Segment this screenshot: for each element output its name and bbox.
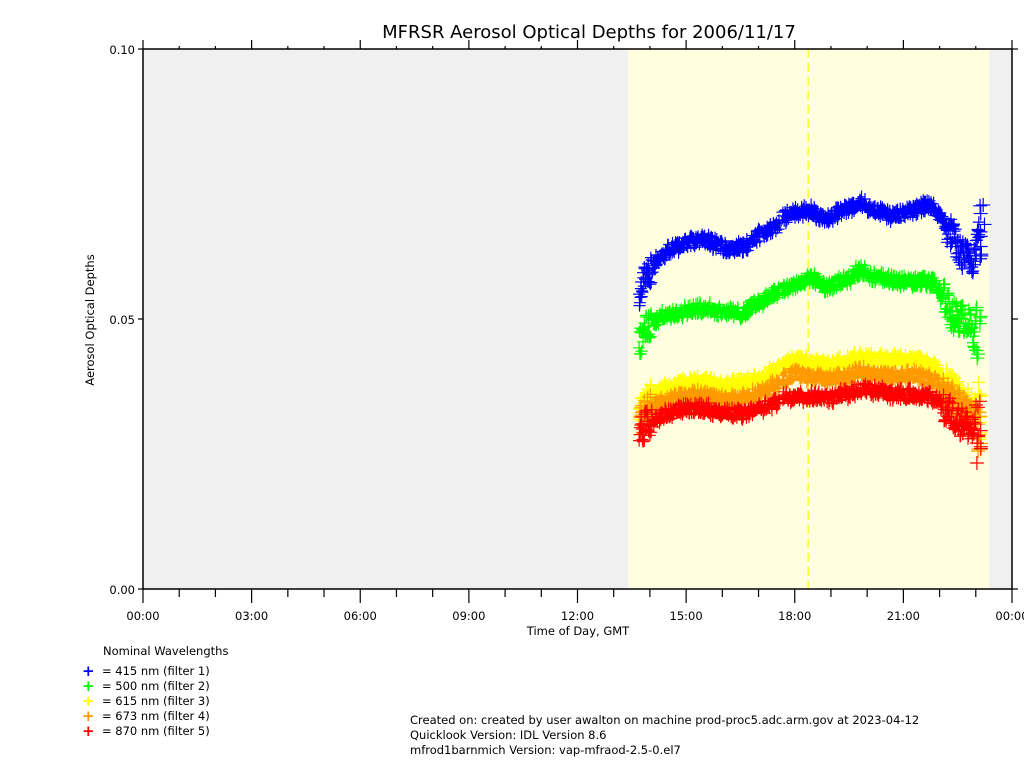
series-2-markers [633, 259, 988, 366]
series-5 [633, 377, 988, 470]
legend-item-filter-1: + = 415 nm (filter 1) [82, 664, 228, 679]
y-axis-label: Aerosol Optical Depths [83, 254, 97, 385]
x-tick-label: 09:00 [452, 609, 485, 623]
plus-marker-icon: + [82, 707, 95, 725]
legend-item-filter-5: + = 870 nm (filter 5) [82, 724, 228, 739]
series-layer [633, 190, 992, 470]
quicklook-version-text: Quicklook Version: IDL Version 8.6 [410, 728, 607, 742]
x-tick-label: 00:00 [126, 609, 159, 623]
series-1-markers [633, 190, 992, 312]
legend-item-filter-3: + = 615 nm (filter 3) [82, 694, 228, 709]
plus-marker-icon: + [82, 677, 95, 695]
series-1 [633, 190, 992, 312]
y-tick-label: 0.00 [109, 583, 135, 597]
series-5-markers [633, 377, 988, 470]
plus-marker-icon: + [82, 722, 95, 740]
created-on-text: Created on: created by user awalton on m… [410, 713, 920, 727]
y-tick-label: 0.10 [109, 43, 135, 57]
product-version-text: mfrod1barnmich Version: vap-mfraod-2.5-0… [410, 743, 681, 757]
chart-title: MFRSR Aerosol Optical Depths for 2006/11… [382, 22, 796, 43]
legend-label: = 673 nm (filter 4) [102, 709, 210, 723]
legend-label: = 415 nm (filter 1) [102, 664, 210, 678]
x-tick-label: 12:00 [561, 609, 594, 623]
y-tick-label: 0.05 [109, 313, 135, 327]
legend-item-filter-2: + = 500 nm (filter 2) [82, 679, 228, 694]
x-tick-label: 15:00 [670, 609, 703, 623]
series-2 [633, 259, 988, 366]
x-tick-label: 21:00 [887, 609, 920, 623]
footer-info: Created on: created by user awalton on m… [410, 713, 919, 758]
axes [138, 40, 1018, 603]
legend: Nominal Wavelengths + = 415 nm (filter 1)… [82, 644, 228, 739]
tick-labels: 00:00 03:00 06:00 09:00 12:00 15:00 18:00 21:00… [109, 43, 1024, 623]
legend-label: = 500 nm (filter 2) [102, 679, 210, 693]
legend-item-filter-4: + = 673 nm (filter 4) [82, 709, 228, 724]
legend-title: Nominal Wavelengths [103, 644, 229, 658]
x-tick-label: 18:00 [778, 609, 811, 623]
plus-marker-icon: + [82, 692, 95, 710]
legend-label: = 615 nm (filter 3) [102, 694, 210, 708]
x-tick-label: 03:00 [235, 609, 268, 623]
x-axis-label: Time of Day, GMT [526, 624, 630, 638]
x-tick-label: 00:00 [995, 609, 1024, 623]
plus-marker-icon: + [82, 662, 95, 680]
x-tick-label: 06:00 [344, 609, 377, 623]
legend-label: = 870 nm (filter 5) [102, 724, 210, 738]
